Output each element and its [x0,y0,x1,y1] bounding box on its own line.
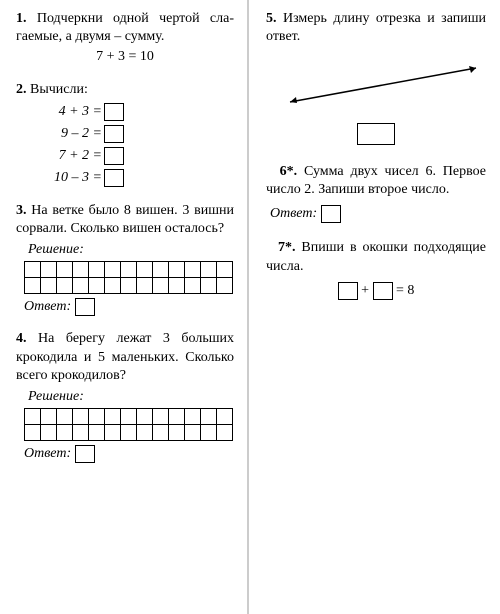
answer-box[interactable] [373,282,393,300]
task-7-text: Впиши в окошки под­ходящие числа. [266,240,486,273]
calc-row: 4 + 3 = [44,103,234,121]
task-1: 1. Подчеркни одной чертой сла­гаемые, а … [16,10,234,67]
right-column: 5. Измерь длину отрезка и запи­ши ответ.… [250,0,500,614]
task-7-number: 7*. [278,240,296,255]
task-5-text: Измерь длину отрезка и запи­ши ответ. [266,11,486,44]
task-3-resh-label: Решение: [28,241,234,259]
task-6-number: 6*. [280,164,298,179]
task-2-number: 2. [16,82,27,97]
answer-box[interactable] [104,169,124,187]
answer-box[interactable] [357,123,395,145]
segment-answer [266,123,486,145]
task-7: 7*. Впиши в окошки под­ходящие числа. + … [266,239,486,300]
calc-expr: 10 – 3 = [44,169,104,187]
task-5: 5. Измерь длину отрезка и запи­ши ответ. [266,10,486,145]
task-5-number: 5. [266,11,277,26]
task-6-answer: Ответ: [270,205,486,223]
line-segment [266,58,486,112]
segment-figure [266,58,486,144]
plus-sign: + [361,283,369,298]
task-1-text: Подчеркни одной чертой сла­гаемые, а дву… [16,11,234,44]
task-4-resh-label: Решение: [28,388,234,406]
answer-box[interactable] [104,103,124,121]
task-1-equation: 7 + 3 = 10 [16,48,234,66]
task-2-list: 4 + 3 = 9 – 2 = 7 + 2 = 10 – 3 = [44,103,234,188]
task-6-text: Сумма двух чисел 6. Первое число 2. Запи… [266,164,486,197]
solution-grid[interactable] [24,261,236,295]
answer-box[interactable] [104,147,124,165]
answer-box[interactable] [75,445,95,463]
equals-value: = 8 [396,283,414,298]
answer-box[interactable] [338,282,358,300]
solution-grid[interactable] [24,408,236,442]
answer-box[interactable] [104,125,124,143]
task-3-answer: Ответ: [24,298,234,316]
answer-label: Ответ: [270,206,317,221]
task-4-number: 4. [16,331,27,346]
answer-label: Ответ: [24,446,71,461]
calc-expr: 7 + 2 = [44,147,104,165]
task-3-text: На ветке было 8 вишен. 3 вишни сорвали. … [16,203,234,236]
task-3: 3. На ветке было 8 вишен. 3 вишни сорвал… [16,202,234,317]
answer-box[interactable] [75,298,95,316]
task-1-number: 1. [16,11,27,26]
task-4-text: На берегу лежат 3 больших крокодила и 5 … [16,331,234,382]
task-6: 6*. Сумма двух чисел 6. Первое число 2. … [266,163,486,224]
calc-row: 9 – 2 = [44,125,234,143]
column-divider [247,0,249,614]
calc-row: 10 – 3 = [44,169,234,187]
calc-expr: 4 + 3 = [44,103,104,121]
left-column: 1. Подчеркни одной чертой сла­гаемые, а … [0,0,244,614]
calc-expr: 9 – 2 = [44,125,104,143]
task-7-equation: + = 8 [266,282,486,300]
task-2: 2. Вычисли: 4 + 3 = 9 – 2 = 7 + 2 = 10 –… [16,81,234,188]
answer-label: Ответ: [24,299,71,314]
calc-row: 7 + 2 = [44,147,234,165]
task-4: 4. На берегу лежат 3 больших крокодила и… [16,330,234,463]
task-3-number: 3. [16,203,27,218]
answer-box[interactable] [321,205,341,223]
task-4-answer: Ответ: [24,445,234,463]
task-2-text: Вычисли: [30,82,88,97]
